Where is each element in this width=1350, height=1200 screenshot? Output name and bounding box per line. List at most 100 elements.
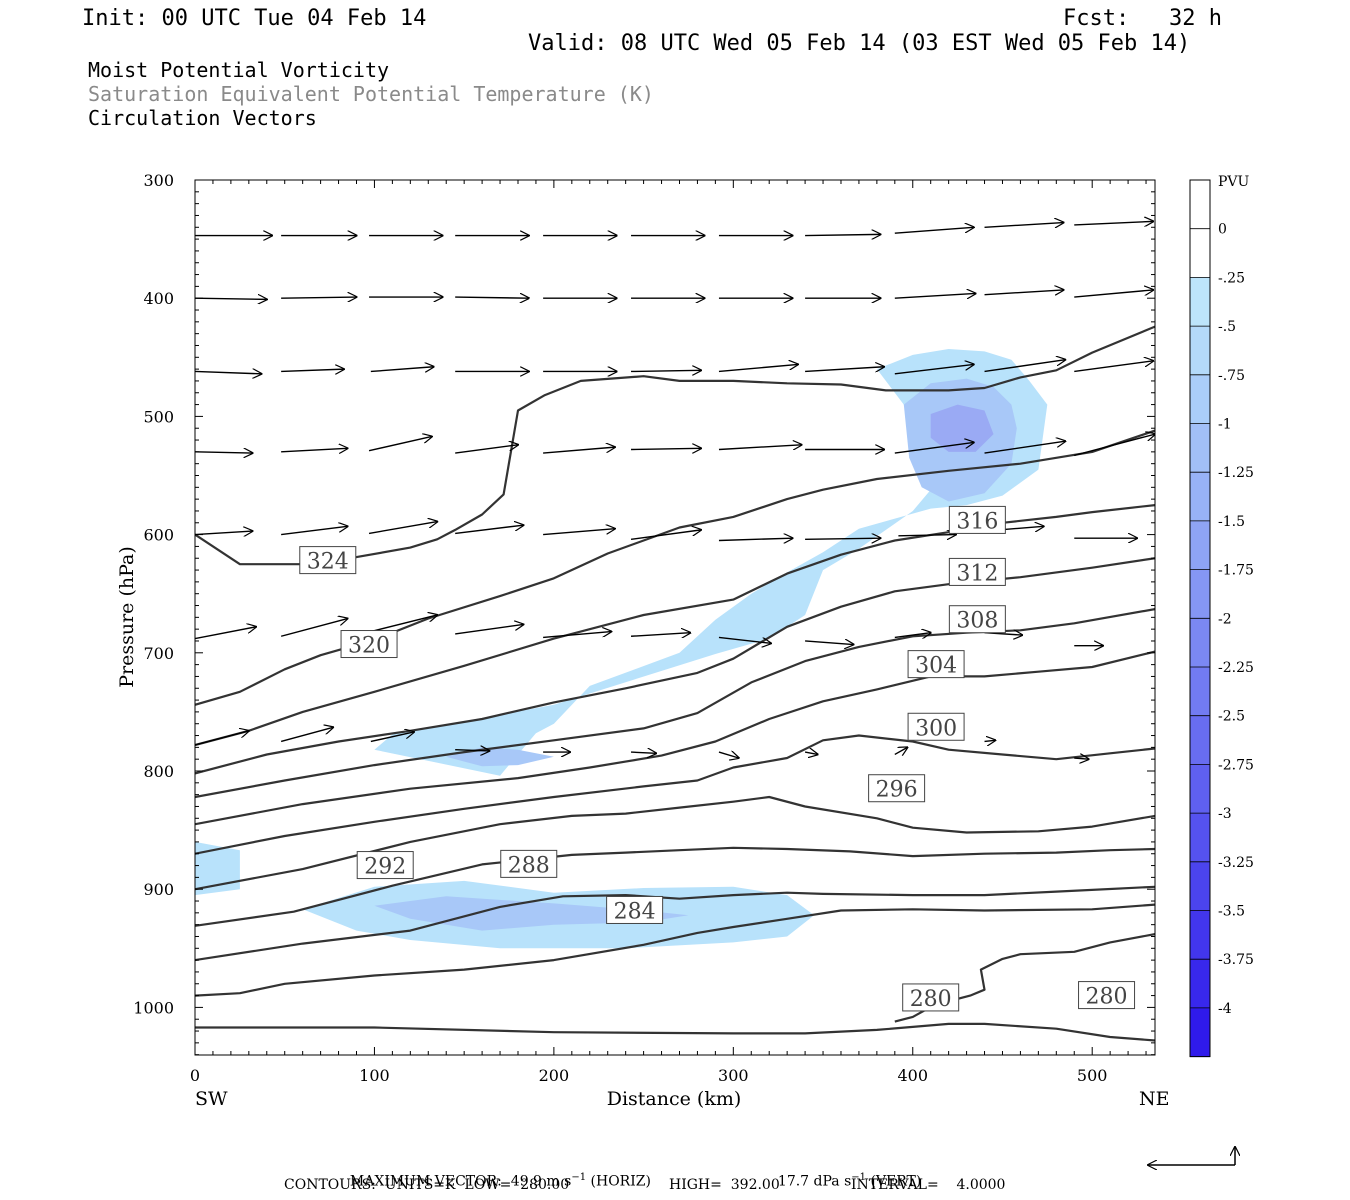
colorbar-swatch	[1190, 861, 1210, 911]
circulation-vector	[894, 747, 908, 754]
circulation-vector	[368, 436, 432, 452]
field-theta-title: Saturation Equivalent Potential Temperat…	[88, 82, 654, 106]
contour-label-box	[868, 774, 926, 803]
circulation-vector	[718, 752, 739, 758]
circulation-vector	[543, 529, 615, 536]
circulation-vector	[894, 633, 931, 638]
circulation-vector	[894, 227, 974, 234]
colorbar-label: -1.25	[1218, 465, 1254, 481]
circulation-vector	[984, 740, 996, 741]
x-tick-label: 500	[1077, 1066, 1108, 1085]
y-tick-label: 600	[143, 526, 174, 545]
contour-label-box	[356, 851, 414, 880]
max-vector-text: MAXIMUM VECTOR: 49.9 m s	[349, 1173, 572, 1190]
circulation-vector	[195, 371, 261, 373]
x-tick-label: 0	[190, 1066, 200, 1085]
contour-label-box	[1078, 981, 1136, 1010]
circulation-vector	[370, 732, 414, 743]
contour-label-box	[948, 605, 1006, 634]
colorbar-swatch	[1190, 180, 1210, 230]
circulation-vector	[898, 535, 955, 536]
colorbar-swatch	[1190, 764, 1210, 814]
contours-high: HIGH= 392.00	[669, 1177, 780, 1193]
circulation-vector	[1074, 434, 1155, 457]
mpv-region-medium-5	[446, 747, 554, 767]
contour-label: 288	[508, 853, 550, 878]
circulation-vector	[1074, 361, 1153, 373]
contour-label: 300	[915, 716, 957, 741]
max-vector-horiz: (HORIZ)	[586, 1173, 651, 1190]
colorbar-label: -.5	[1218, 319, 1236, 335]
colorbar-swatch	[1190, 277, 1210, 327]
axes-layer: 0 100 200 300 400 500 300 400 500 600 700 800 900 100…	[116, 171, 1170, 1110]
contour-line-324-0	[195, 325, 1155, 566]
x-end-label-sw: SW	[195, 1088, 228, 1110]
colorbar-swatch	[1190, 569, 1210, 619]
contour-label-layer: 324 320 316 312 308 304 300 296 292 288 284 280 280	[299, 505, 1136, 1012]
y-tick-label: 400	[143, 289, 174, 308]
colorbar-label: -2.25	[1218, 660, 1254, 676]
circulation-vector	[455, 750, 489, 751]
colorbar-swatch	[1190, 813, 1210, 863]
contour-line-316-2	[195, 504, 1155, 747]
contour-line-320-1	[195, 429, 1155, 706]
y-tick-label: 300	[143, 171, 174, 190]
colorbar-swatch	[1190, 959, 1210, 1009]
circulation-vector	[805, 538, 880, 539]
colorbar-swatch	[1190, 374, 1210, 424]
circulation-vector	[281, 448, 347, 452]
colorbar-swatch	[1190, 472, 1210, 522]
contour-label: 280	[1086, 985, 1128, 1010]
circulation-vector	[718, 445, 802, 450]
circulation-vector	[718, 364, 798, 373]
init-time: Init: 00 UTC Tue 04 Feb 14	[82, 6, 427, 31]
circulation-vector	[631, 370, 701, 371]
max-vector-vert-value: 17.7 dPa s	[777, 1173, 852, 1190]
colorbar-swatch	[1190, 667, 1210, 717]
circulation-vector	[630, 530, 701, 541]
circulation-vector	[984, 441, 1066, 454]
contour-label: 316	[956, 509, 998, 534]
contour-line-304-5	[195, 650, 1155, 826]
contour-line-296-7	[195, 795, 1155, 891]
circulation-vector	[805, 234, 880, 235]
reference-vector-icon	[1148, 1147, 1235, 1165]
circulation-vector	[281, 297, 356, 298]
colorbar-label: -4	[1218, 1001, 1232, 1017]
colorbar-swatch	[1190, 326, 1210, 376]
circulation-vector	[370, 367, 434, 372]
colorbar-swatch	[1190, 715, 1210, 765]
circulation-vector	[894, 364, 974, 375]
contour-line-288-9	[195, 885, 1155, 962]
circulation-vector	[195, 627, 256, 640]
contours-info: CONTOURS: UNITS=K LOW= 280.00	[284, 1177, 570, 1193]
circulation-vector	[894, 293, 976, 298]
contour-label-box	[948, 557, 1006, 586]
x-axis-title: Distance (km)	[607, 1088, 742, 1110]
circulation-vector	[455, 525, 523, 535]
forecast-hour: Fcst: 32 h	[1063, 6, 1222, 31]
circulation-vector	[455, 297, 529, 298]
circulation-vector	[195, 452, 252, 453]
y-tick-label: 1000	[133, 998, 174, 1017]
contour-line-280-12	[195, 1022, 1155, 1042]
contour-line-284-10	[195, 903, 1155, 997]
contour-label: 296	[876, 778, 918, 803]
x-tick-label: 100	[359, 1066, 390, 1085]
max-vector-vert: 17.7 dPa s−1 (VERT)	[769, 1159, 921, 1189]
circulation-vector-layer	[195, 221, 1155, 759]
colorbar-swatch	[1190, 618, 1210, 668]
contour-line-292-8	[195, 846, 1155, 927]
contour-line-300-6	[195, 734, 1155, 855]
circulation-vector	[1074, 758, 1088, 759]
circulation-vector	[805, 367, 884, 372]
circulation-vector	[543, 447, 615, 454]
circulation-vector	[631, 752, 656, 753]
contour-label: 284	[614, 899, 656, 924]
circulation-vector	[280, 727, 333, 743]
contour-label-box	[948, 505, 1006, 534]
contour-label-box	[340, 630, 398, 659]
colorbar-swatch	[1190, 423, 1210, 473]
valid-time: Valid: 08 UTC Wed 05 Feb 14 (03 EST Wed …	[528, 31, 1191, 56]
field-mpv-title: Moist Potential Vorticity	[88, 58, 390, 82]
